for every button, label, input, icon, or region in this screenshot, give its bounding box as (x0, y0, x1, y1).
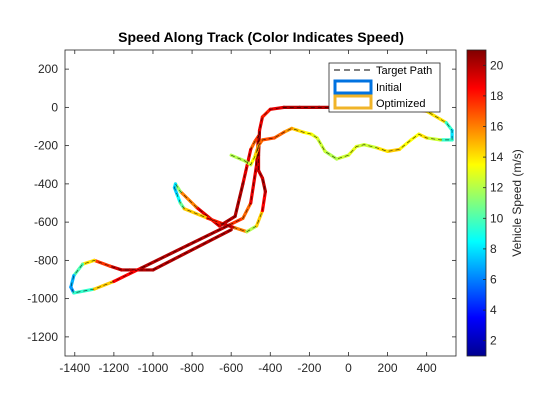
y-tick-label: -600 (34, 215, 58, 229)
colorbar-tick-label: 4 (490, 303, 497, 317)
x-tick-label: -400 (258, 361, 282, 375)
y-tick-label: -200 (34, 139, 58, 153)
x-tick-label: -1400 (59, 361, 90, 375)
y-axis-ticks: 200 0 -200 -400 -600 -800 -1000 -1200 (27, 62, 456, 344)
track-layer (69, 105, 454, 295)
y-tick-label: 200 (38, 62, 58, 76)
legend-label-optimized: Optimized (376, 98, 426, 110)
x-tick-label: -600 (219, 361, 243, 375)
y-tick-label: -400 (34, 177, 58, 191)
legend-swatch-initial (333, 79, 373, 95)
colorbar-tick-label: 10 (490, 211, 504, 225)
colorbar-tick-label: 18 (490, 89, 504, 103)
colorbar-label: Vehicle Speed (m/s) (510, 149, 524, 256)
legend-box (328, 62, 441, 113)
legend-label-target-path: Target Path (376, 65, 432, 77)
chart-title: Speed Along Track (Color Indicates Speed… (118, 29, 404, 45)
x-tick-label: -800 (180, 361, 204, 375)
x-tick-label: 400 (417, 361, 437, 375)
y-tick-label: -800 (34, 253, 58, 267)
colorbar-tick-label: 2 (490, 334, 497, 348)
y-tick-label: -1200 (27, 330, 58, 344)
x-tick-label: 200 (378, 361, 398, 375)
colorbar-tick-label: 8 (490, 242, 497, 256)
target-path-line (70, 107, 453, 294)
x-tick-label: -1200 (99, 361, 130, 375)
track-segment (178, 189, 198, 209)
y-tick-label: -1000 (27, 292, 58, 306)
legend-swatch-optimized (333, 94, 373, 110)
x-tick-label: -200 (297, 361, 321, 375)
x-axis-ticks: -1400 -1200 -1000 -800 -600 -400 -200 0 200 400 (59, 50, 437, 375)
colorbar-tick-label: 12 (490, 181, 504, 195)
colorbar-ticks: 2 4 6 8 10 12 14 16 18 20 (483, 58, 504, 348)
legend: Target Path Initial Optimized (328, 62, 441, 113)
x-tick-label: 0 (345, 361, 352, 375)
legend-label-initial: Initial (376, 82, 402, 94)
colorbar-tick-label: 14 (490, 150, 504, 164)
colorbar-tick-label: 16 (490, 120, 504, 134)
colorbar (466, 49, 487, 357)
y-tick-label: 0 (51, 100, 58, 114)
x-tick-label: -1000 (138, 361, 169, 375)
colorbar-tick-label: 6 (490, 273, 497, 287)
colorbar-tick-label: 20 (490, 58, 504, 72)
